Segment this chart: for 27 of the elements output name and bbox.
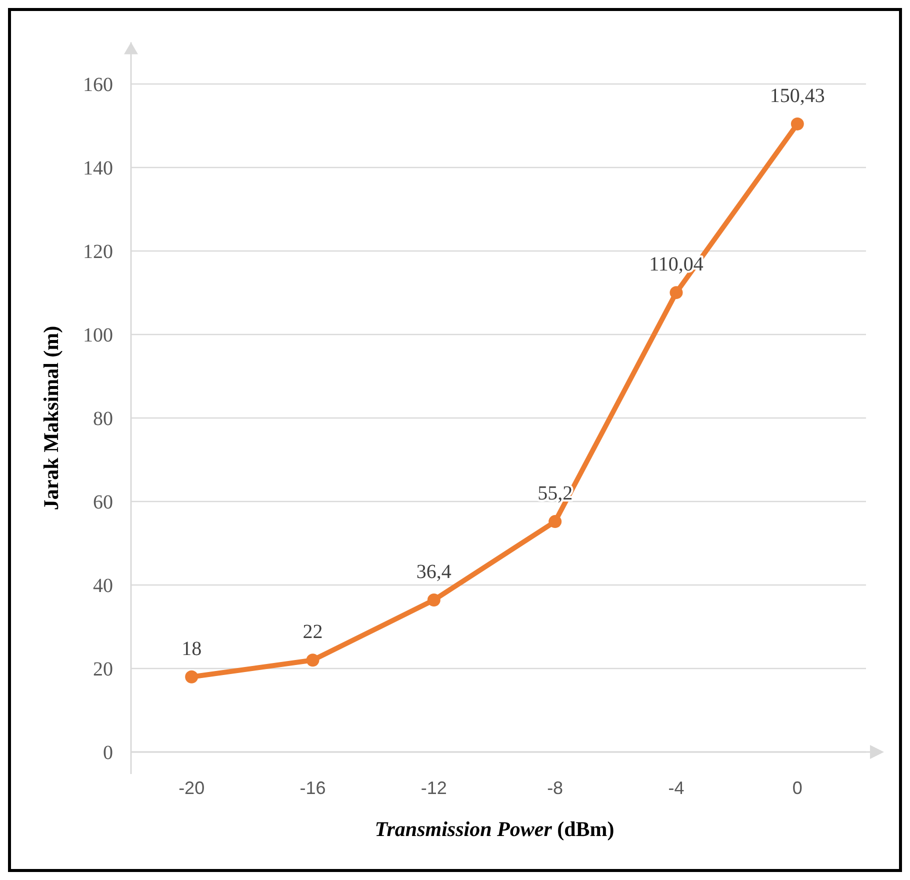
y-tick-label: 100 (83, 324, 113, 346)
x-tick-label: -8 (547, 778, 564, 798)
point (548, 515, 562, 528)
y-axis-title: Jarak Maksimal (m) (39, 326, 63, 510)
y-tick-label: 60 (93, 492, 113, 514)
y-tick-label: 20 (93, 658, 113, 680)
data-label: 22 (302, 621, 323, 644)
y-tick-label: 80 (93, 408, 113, 430)
x-tick-label: 0 (792, 778, 802, 798)
y-tick-label: 160 (83, 74, 113, 96)
point (185, 670, 198, 684)
y-tick-label: 140 (83, 158, 113, 180)
point (670, 286, 683, 300)
data-label: 36,4 (416, 561, 452, 584)
point (306, 654, 320, 667)
x-axis-title: Transmission Power (dBm) (374, 817, 614, 841)
y-tick-label: 120 (83, 241, 113, 263)
x-tick-label: -12 (420, 778, 447, 798)
data-label: 150,43 (770, 84, 825, 107)
point (427, 594, 440, 607)
y-tick-label: 0 (103, 742, 113, 764)
data-label: 18 (182, 638, 202, 660)
x-tick-label: -16 (300, 778, 326, 798)
x-tick-label: -4 (668, 778, 684, 798)
y-tick-label: 40 (93, 575, 113, 597)
x-tick-label: -20 (178, 778, 205, 798)
point (790, 117, 804, 130)
